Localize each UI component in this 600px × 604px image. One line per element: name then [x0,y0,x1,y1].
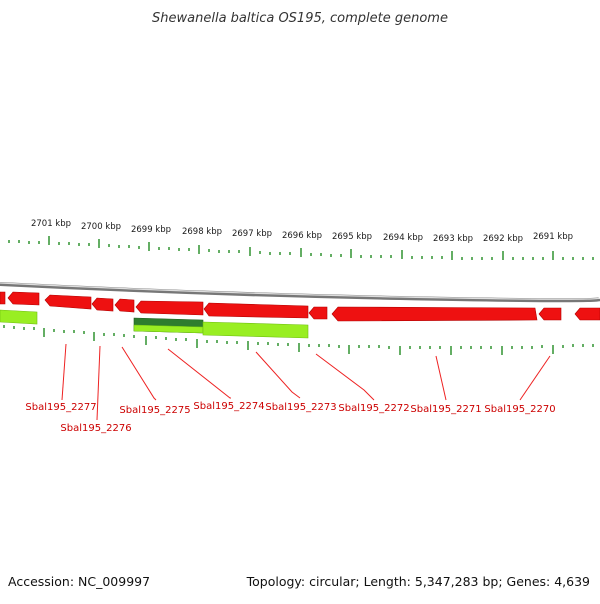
feature-bar [0,309,38,325]
kbp-label: 2693 kbp [433,234,473,244]
gene-label[interactable]: Sbal195_2272 [338,403,409,414]
gene-arrow [114,298,135,313]
kbp-label: 2696 kbp [282,231,322,241]
gene-arrow [7,291,40,306]
gene-label[interactable]: Sbal195_2274 [193,401,264,412]
genome-backbone [0,282,600,303]
gene-arrow [308,306,328,320]
genome-summary-text: Topology: circular; Length: 5,347,283 bp… [246,574,590,589]
kbp-label: 2697 kbp [232,229,272,239]
inner-tick-ring [3,325,594,355]
gene-arrow [331,306,538,322]
gene-label[interactable]: Sbal195_2273 [265,402,336,413]
kbp-scale-labels: 2701 kbp 2700 kbp 2699 kbp 2698 kbp 2697… [31,219,573,244]
kbp-label: 2695 kbp [332,232,372,242]
gene-labels: Sbal195_2277 Sbal195_2276 Sbal195_2275 S… [25,401,555,434]
gene-label[interactable]: Sbal195_2277 [25,402,96,413]
gene-label[interactable]: Sbal195_2275 [119,405,190,416]
gene-label[interactable]: Sbal195_2276 [60,423,131,434]
gene-arrow [538,307,562,321]
gene-arrow [135,300,204,316]
kbp-label: 2700 kbp [81,222,121,232]
feature-bar [202,321,309,339]
gene-arrow [0,291,6,305]
outer-tick-ring [8,236,594,260]
feature-track [0,309,309,339]
gene-arrow [574,307,600,321]
kbp-label: 2701 kbp [31,219,71,229]
gene-leader-lines [61,343,551,421]
gene-label[interactable]: Sbal195_2271 [410,404,481,415]
map-title: Shewanella baltica OS195, complete genom… [152,11,448,26]
gene-arrow [203,302,309,319]
kbp-label: 2699 kbp [131,225,171,235]
kbp-label: 2692 kbp [483,234,523,244]
kbp-label: 2698 kbp [182,227,222,237]
gene-arrow [44,294,92,310]
gene-label[interactable]: Sbal195_2270 [484,404,555,415]
kbp-label: 2691 kbp [533,232,573,242]
accession-text: Accession: NC_009997 [8,574,150,589]
gene-arrow [91,297,114,312]
kbp-label: 2694 kbp [383,233,423,243]
forward-genes-track [0,291,600,322]
